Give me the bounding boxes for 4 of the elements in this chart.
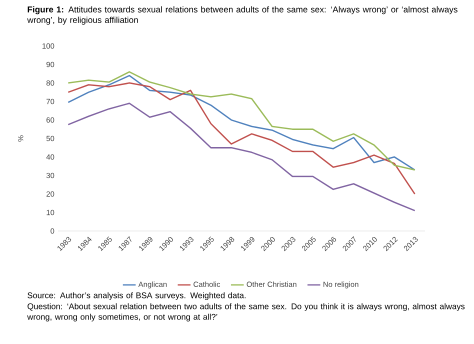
chart-title: Figure 1: Attitudes towards sexual relations between adults of the same sex: ‘Always wrong’ or ‘almost always wrong’, by religious affiliation [27,6,458,25]
line-series [67,82,416,195]
source-note: Source: Author’s analysis of BSA surveys. Weighted data. [28,292,246,300]
text: Question: ‘About sexual relation between two adults of the same sex. Do you think it is always wrong, almost always wrong, wrong only sometimes, or not wrong at all?’ [27,303,465,322]
